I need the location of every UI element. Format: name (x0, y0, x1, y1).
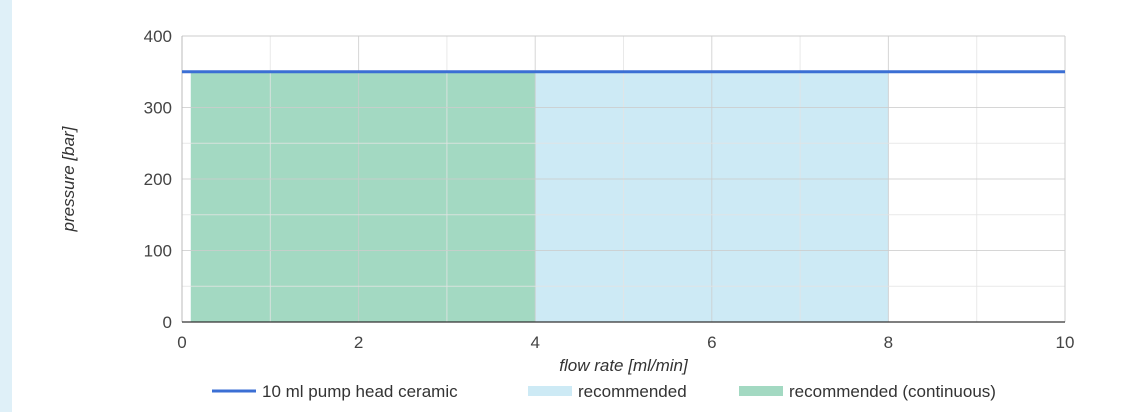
legend-swatch-recommended (528, 386, 572, 396)
x-tick-label: 0 (177, 333, 186, 352)
y-tick-label: 300 (144, 99, 172, 118)
x-tick-label: 4 (530, 333, 539, 352)
y-tick-label: 0 (163, 313, 172, 332)
legend-label-recommended-continuous-: recommended (continuous) (789, 382, 996, 401)
y-axis-title: pressure [bar] (59, 125, 78, 232)
legend-swatch-recommended-continuous- (739, 386, 783, 396)
legend: 10 ml pump head ceramic recommended recomm… (212, 382, 996, 401)
x-tick-label: 10 (1056, 333, 1075, 352)
legend-label-recommended: recommended (578, 382, 687, 401)
x-axis-title: flow rate [ml/min] (559, 356, 689, 375)
legend-label-10-ml-pump-head-ceramic: 10 ml pump head ceramic (262, 382, 458, 401)
band-recommended-continuous- (190, 71, 536, 322)
x-tick-label: 2 (354, 333, 363, 352)
x-tick-label: 6 (707, 333, 716, 352)
x-tick-label: 8 (884, 333, 893, 352)
chart-panel: 0 2 4 6 8 10 0 100 200 300 400 flow rate [ml/min] … (12, 0, 1125, 412)
y-tick-label: 200 (144, 170, 172, 189)
y-tick-label: 100 (144, 242, 172, 261)
y-tick-label: 400 (144, 27, 172, 46)
